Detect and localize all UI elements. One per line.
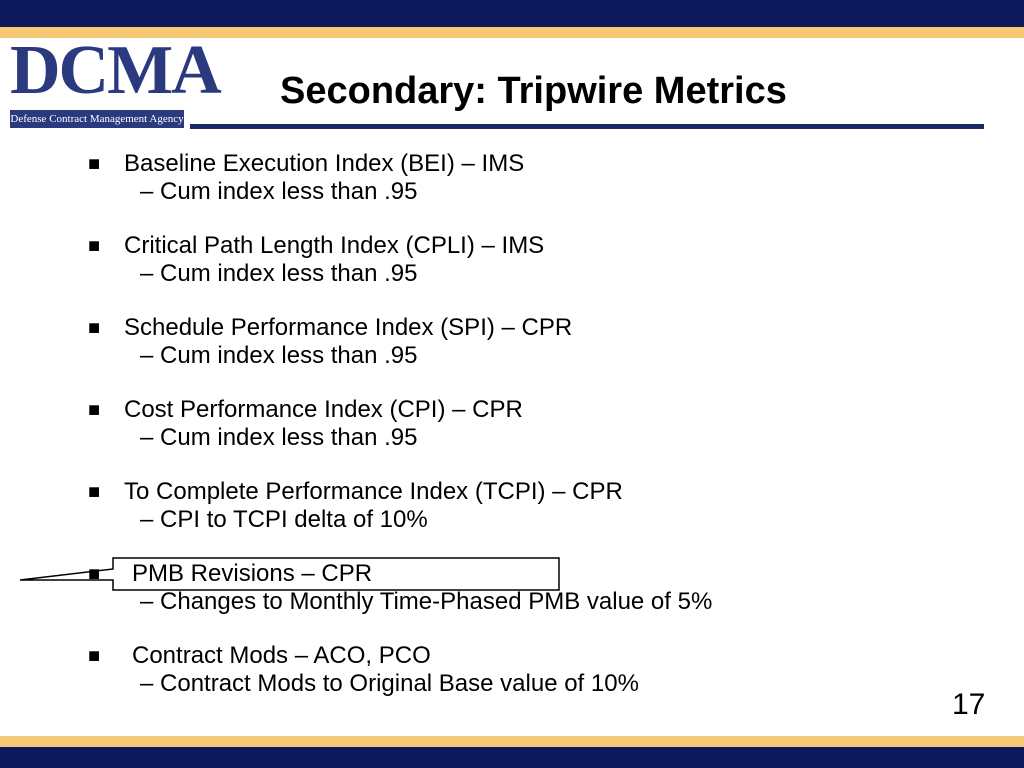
list-item: ■ To Complete Performance Index (TCPI) –… xyxy=(86,478,986,560)
square-bullet-icon: ■ xyxy=(88,481,101,503)
list-item: ■ Cost Performance Index (CPI) – CPR – C… xyxy=(86,396,986,478)
bullet-list: ■ Baseline Execution Index (BEI) – IMS –… xyxy=(86,150,986,724)
square-bullet-icon: ■ xyxy=(88,153,101,175)
list-item: ■ Schedule Performance Index (SPI) – CPR… xyxy=(86,314,986,396)
bullet-sub-text: – CPI to TCPI delta of 10% xyxy=(140,506,428,533)
bullet-sub-text: – Cum index less than .95 xyxy=(140,424,418,451)
title-underline xyxy=(190,124,984,129)
square-bullet-icon: ■ xyxy=(88,317,101,339)
logo-subtitle: Defense Contract Management Agency xyxy=(10,110,184,128)
bullet-main-text: Cost Performance Index (CPI) – CPR xyxy=(124,396,523,423)
bullet-main-text: To Complete Performance Index (TCPI) – C… xyxy=(124,478,623,505)
page-number: 17 xyxy=(952,688,986,721)
list-item: ■ Contract Mods – ACO, PCO – Contract Mo… xyxy=(86,642,986,724)
bullet-sub-text: – Cum index less than .95 xyxy=(140,260,418,287)
list-item: ■ Critical Path Length Index (CPLI) – IM… xyxy=(86,232,986,314)
square-bullet-icon: ■ xyxy=(88,645,101,667)
bullet-main-text: PMB Revisions – CPR xyxy=(132,560,373,587)
list-item: ■ PMB Revisions – CPR – Changes to Month… xyxy=(86,560,986,642)
bullet-sub-text: – Cum index less than .95 xyxy=(140,178,418,205)
list-item: ■ Baseline Execution Index (BEI) – IMS –… xyxy=(86,150,986,232)
callout-outline-shape xyxy=(19,557,560,591)
bullet-sub-text: – Cum index less than .95 xyxy=(140,342,418,369)
top-gold-stripe xyxy=(0,27,1024,38)
logo-wordmark: DCMA xyxy=(10,32,222,109)
bullet-main-text: Critical Path Length Index (CPLI) – IMS xyxy=(124,232,545,259)
square-bullet-icon: ■ xyxy=(88,399,101,421)
bullet-main-text: Baseline Execution Index (BEI) – IMS xyxy=(124,150,525,177)
dcma-logo: DCMA Defense Contract Management Agency xyxy=(10,36,222,130)
bullet-main-text: Contract Mods – ACO, PCO xyxy=(132,642,431,669)
bullet-sub-text: – Contract Mods to Original Base value o… xyxy=(140,670,639,697)
bottom-gold-stripe xyxy=(0,736,1024,747)
slide-title: Secondary: Tripwire Metrics xyxy=(280,70,787,112)
square-bullet-icon: ■ xyxy=(88,235,101,257)
top-navy-band xyxy=(0,0,1024,27)
bullet-sub-text: – Changes to Monthly Time-Phased PMB val… xyxy=(140,588,713,615)
bullet-main-text: Schedule Performance Index (SPI) – CPR xyxy=(124,314,573,341)
bottom-navy-band xyxy=(0,747,1024,768)
